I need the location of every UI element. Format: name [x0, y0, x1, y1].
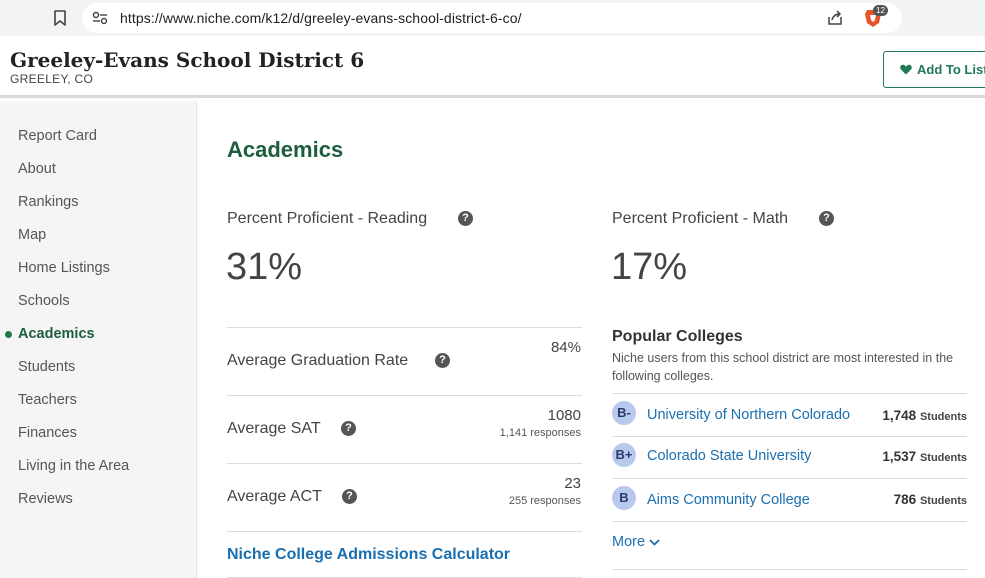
divider — [612, 478, 967, 479]
sidebar-item-report-card[interactable]: Report Card — [18, 128, 97, 144]
college-count-value: 1,537 — [882, 449, 917, 464]
admissions-calculator-link[interactable]: Niche College Admissions Calculator — [227, 546, 511, 563]
help-icon[interactable]: ? — [819, 211, 834, 226]
college-student-count: 1,748 Students — [882, 408, 967, 423]
help-icon[interactable]: ? — [435, 353, 450, 368]
sidebar-item-schools[interactable]: Schools — [18, 293, 70, 309]
help-icon[interactable]: ? — [341, 421, 356, 436]
college-count-unit: Students — [919, 495, 967, 507]
more-colleges-link[interactable]: More — [612, 534, 660, 550]
grade-badge: B- — [612, 401, 636, 425]
sidebar-item-rankings[interactable]: Rankings — [18, 194, 79, 210]
sat-value: 1080 — [547, 407, 581, 424]
url-text[interactable]: https://www.niche.com/k12/d/greeley-evan… — [120, 10, 522, 26]
divider — [612, 393, 967, 394]
add-to-list-button[interactable]: Add To List — [883, 51, 985, 88]
divider — [612, 521, 967, 522]
site-settings-icon[interactable] — [92, 11, 108, 25]
college-count-value: 1,748 — [882, 408, 917, 423]
district-location: GREELEY, CO — [10, 72, 94, 86]
graduation-label: Average Graduation Rate — [227, 352, 409, 369]
sidebar-item-academics[interactable]: Academics — [18, 326, 95, 342]
math-value: 17% — [611, 246, 688, 288]
act-value: 23 — [564, 475, 581, 492]
college-student-count: 786 Students — [894, 492, 967, 507]
act-responses: 255 responses — [508, 495, 581, 507]
sidebar-item-finances[interactable]: Finances — [18, 425, 77, 441]
add-to-list-label: Add To List — [917, 62, 985, 77]
page-title: Greeley-Evans School District 6 — [10, 48, 365, 72]
brave-shields-icon[interactable]: 12 — [862, 5, 888, 29]
divider — [612, 569, 967, 570]
sidebar-item-about[interactable]: About — [18, 161, 56, 177]
more-label: More — [612, 534, 646, 550]
sidebar-item-students[interactable]: Students — [18, 359, 76, 375]
divider — [227, 463, 582, 464]
reading-value: 31% — [226, 246, 303, 288]
college-link-university-of-northern-colorado[interactable]: University of Northern Colorado — [647, 407, 851, 423]
act-label: Average ACT — [227, 488, 322, 505]
divider — [227, 531, 582, 532]
college-count-unit: Students — [919, 452, 967, 464]
sidebar-item-map[interactable]: Map — [18, 227, 47, 243]
sat-responses: 1,141 responses — [499, 427, 581, 439]
academics-section: Academics Percent Proficient - Reading ?… — [198, 101, 985, 578]
divider — [612, 436, 967, 437]
browser-toolbar: https://www.niche.com/k12/d/greeley-evan… — [0, 0, 985, 36]
bookmark-icon[interactable] — [50, 8, 70, 28]
popular-colleges-title: Popular Colleges — [612, 328, 743, 345]
college-link-aims-community-college[interactable]: Aims Community College — [647, 492, 810, 508]
grade-badge: B — [612, 486, 636, 510]
reading-label: Percent Proficient - Reading — [227, 210, 428, 227]
active-indicator-dot — [5, 331, 12, 338]
sidebar-item-reviews[interactable]: Reviews — [18, 491, 73, 507]
college-student-count: 1,537 Students — [882, 449, 967, 464]
sidebar-item-home-listings[interactable]: Home Listings — [18, 260, 110, 276]
share-icon[interactable] — [826, 9, 844, 27]
popular-colleges-description: Niche users from this school district ar… — [612, 351, 954, 383]
section-heading: Academics — [227, 137, 344, 162]
sidebar-item-teachers[interactable]: Teachers — [18, 392, 77, 408]
grade-badge: B+ — [612, 443, 636, 467]
brave-count-badge: 12 — [873, 5, 888, 16]
chevron-down-icon — [649, 538, 660, 546]
sidebar-item-living-in-the-area[interactable]: Living in the Area — [18, 458, 130, 474]
graduation-value: 84% — [550, 339, 581, 356]
college-count-unit: Students — [919, 411, 967, 423]
heart-icon — [900, 64, 912, 75]
sidebar-nav: Report Card About Rankings Map Home List… — [0, 101, 197, 578]
page-header: Greeley-Evans School District 6 GREELEY,… — [0, 36, 985, 98]
address-bar[interactable]: https://www.niche.com/k12/d/greeley-evan… — [82, 3, 902, 33]
math-label: Percent Proficient - Math — [612, 210, 789, 227]
sat-label: Average SAT — [227, 420, 321, 437]
divider — [227, 327, 582, 328]
divider — [227, 395, 582, 396]
help-icon[interactable]: ? — [342, 489, 357, 504]
help-icon[interactable]: ? — [458, 211, 473, 226]
college-count-value: 786 — [893, 492, 917, 507]
college-link-colorado-state-university[interactable]: Colorado State University — [647, 448, 812, 464]
